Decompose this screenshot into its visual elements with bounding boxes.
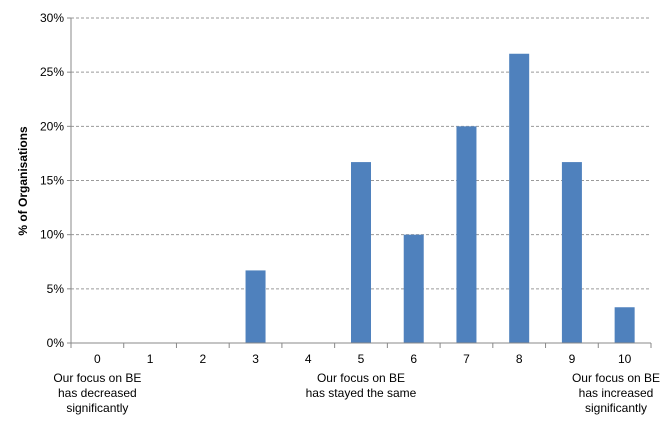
x-tick-label: 7: [463, 352, 470, 366]
y-tick-label: 0%: [47, 336, 65, 350]
x-tick-label: 8: [516, 352, 523, 366]
bar-10: [614, 307, 635, 343]
x-tick-label: 3: [252, 352, 259, 366]
annotation-line: significantly: [585, 401, 647, 415]
annotation-line: has decreased: [58, 386, 137, 400]
axes: [70, 18, 652, 348]
y-tick-label: 10%: [40, 228, 64, 242]
y-axis-title: % of Organisations: [16, 126, 30, 236]
x-tick-label: 4: [305, 352, 312, 366]
annotation-line: Our focus on BE: [572, 371, 660, 385]
annotation-line: Our focus on BE: [53, 371, 141, 385]
bar-3: [245, 270, 266, 343]
y-tick-label: 15%: [40, 174, 64, 188]
x-tick-label: 2: [199, 352, 206, 366]
bar-8: [509, 53, 530, 343]
x-tick-label: 1: [147, 352, 154, 366]
bar-6: [403, 234, 424, 343]
annotation-line: has stayed the same: [306, 386, 417, 400]
annotation-line: Our focus on BE: [317, 371, 405, 385]
bars: [245, 53, 635, 343]
y-tick-label: 30%: [40, 11, 64, 25]
bar-9: [561, 162, 582, 343]
annotation-line: has increased: [579, 386, 654, 400]
y-tick-label: 25%: [40, 65, 64, 79]
x-tick-label: 10: [618, 352, 632, 366]
x-tick-labels: 0 1 2 3 4 5 6 7 8 9 10: [94, 352, 632, 366]
x-tick-label: 9: [569, 352, 576, 366]
x-tick-label: 5: [358, 352, 365, 366]
y-tick-labels: 0% 5% 10% 15% 20% 25% 30%: [40, 11, 71, 350]
y-tick-label: 20%: [40, 119, 64, 133]
annotation-line: significantly: [66, 401, 128, 415]
bar-5: [351, 162, 371, 343]
bar-7: [456, 126, 477, 343]
x-tick-label: 0: [94, 352, 101, 366]
y-tick-label: 5%: [47, 282, 65, 296]
x-tick-label: 6: [410, 352, 417, 366]
